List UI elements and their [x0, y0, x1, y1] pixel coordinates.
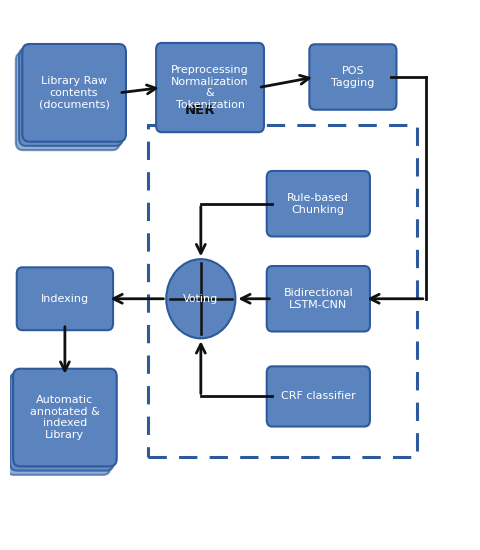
FancyBboxPatch shape [267, 171, 370, 236]
FancyBboxPatch shape [267, 266, 370, 332]
Text: Bidirectional
LSTM-CNN: Bidirectional LSTM-CNN [284, 288, 353, 310]
FancyBboxPatch shape [309, 44, 396, 110]
FancyBboxPatch shape [7, 377, 110, 475]
Text: Rule-based
Chunking: Rule-based Chunking [288, 193, 349, 214]
Text: Voting: Voting [183, 294, 218, 304]
FancyBboxPatch shape [22, 44, 126, 142]
FancyBboxPatch shape [156, 43, 264, 132]
FancyBboxPatch shape [17, 267, 113, 330]
Text: NER: NER [185, 103, 215, 117]
FancyBboxPatch shape [10, 373, 113, 471]
Text: Automatic
annotated &
indexed
Library: Automatic annotated & indexed Library [30, 395, 100, 440]
Text: POS
Tagging: POS Tagging [331, 66, 374, 88]
Circle shape [166, 259, 235, 338]
Text: Library Raw
contents
(documents): Library Raw contents (documents) [39, 76, 109, 109]
FancyBboxPatch shape [13, 368, 117, 466]
Text: CRF classifier: CRF classifier [281, 392, 356, 402]
FancyBboxPatch shape [19, 48, 123, 146]
Text: Indexing: Indexing [41, 294, 89, 304]
FancyBboxPatch shape [267, 366, 370, 427]
FancyBboxPatch shape [16, 52, 120, 150]
Text: Preprocessing
Normalization
&
Tokenization: Preprocessing Normalization & Tokenizati… [171, 65, 249, 110]
